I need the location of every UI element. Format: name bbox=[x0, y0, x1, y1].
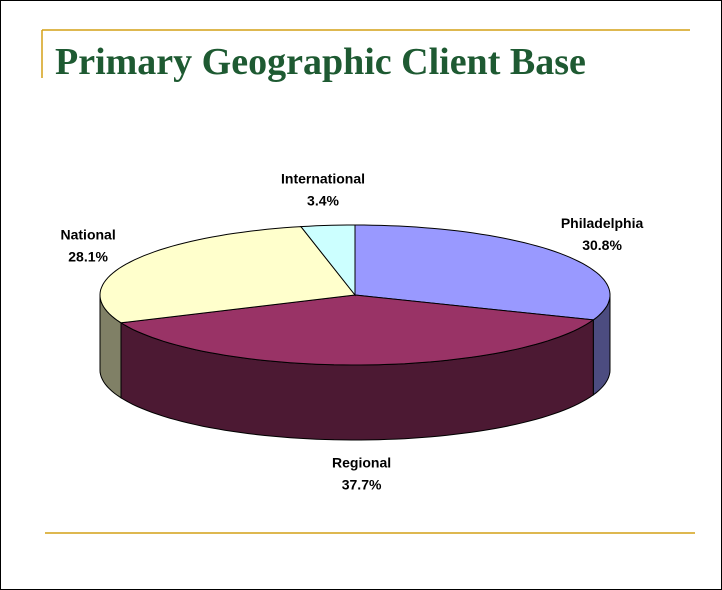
slice-value-label: 37.7% bbox=[342, 477, 382, 493]
chart-title: Primary Geographic Client Base bbox=[55, 41, 586, 83]
slice-label: International bbox=[281, 170, 365, 186]
slice-label: Regional bbox=[332, 455, 391, 471]
slice bbox=[299, 224, 356, 297]
slice-value-label: 3.4% bbox=[307, 192, 339, 208]
slice-label: Philadelphia bbox=[561, 215, 644, 231]
slice bbox=[119, 294, 595, 366]
slice bbox=[99, 226, 356, 324]
pie: Philadelphia 30.8% Regional 37.7% National 28… bbox=[61, 170, 644, 492]
slice bbox=[354, 224, 611, 321]
slice-value-label: 28.1% bbox=[68, 249, 108, 265]
slice-value-label: 30.8% bbox=[582, 237, 622, 253]
slice-label: National bbox=[61, 227, 116, 243]
